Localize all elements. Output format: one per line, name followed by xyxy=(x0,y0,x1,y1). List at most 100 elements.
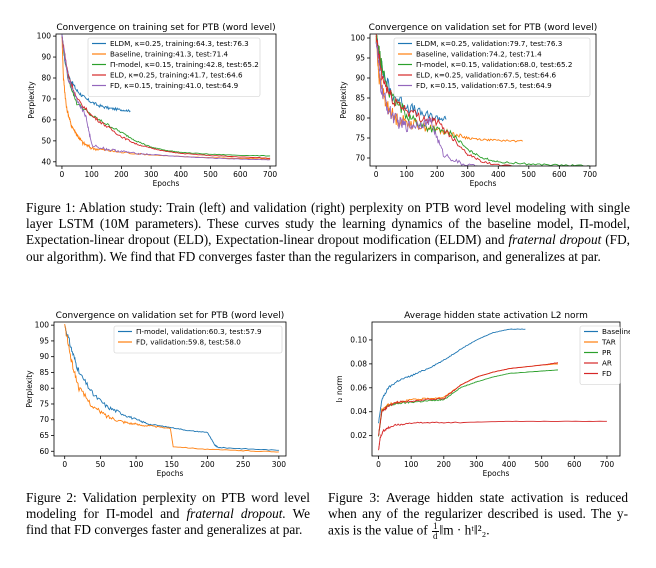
chart-title: Convergence on validation set for PTB (w… xyxy=(56,311,285,321)
x-tick-label: 500 xyxy=(535,460,550,469)
y-tick-label: 0.10 xyxy=(350,335,367,344)
x-tick-label: 0 xyxy=(60,170,65,179)
plot-frame xyxy=(53,321,287,457)
x-tick-label: 700 xyxy=(263,170,278,179)
x-axis-label: Epochs xyxy=(483,469,510,478)
y-axis-label: Perplexity xyxy=(27,81,36,119)
series-line-4 xyxy=(378,420,607,451)
series-line-0 xyxy=(378,328,526,424)
x-tick-label: 100 xyxy=(404,460,419,469)
figure-2-label: Figure 2: xyxy=(26,490,77,505)
x-tick-label: 100 xyxy=(129,460,144,469)
legend-entry: ELDM, κ=0.25, training:64.3, test:76.3 xyxy=(110,39,249,48)
x-tick-label: 150 xyxy=(165,460,180,469)
y-tick-label: 75 xyxy=(355,134,365,143)
y-tick-label: 90 xyxy=(39,352,49,361)
x-tick-label: 300 xyxy=(144,170,159,179)
y-tick-label: 70 xyxy=(355,154,365,163)
y-tick-label: 85 xyxy=(355,94,365,103)
x-axis-label: Epochs xyxy=(157,469,184,478)
legend-entry: ELD, κ=0.25, training:41.7, test:64.6 xyxy=(110,71,243,80)
legend-box xyxy=(393,37,591,97)
x-tick-label: 300 xyxy=(272,460,287,469)
legend-entry: FD, κ=0.15, training:41.0, test:64.9 xyxy=(110,81,239,90)
figure-1-caption-emphasis: fraternal dropout xyxy=(508,232,602,248)
y-tick-label: 70 xyxy=(39,415,49,424)
legend-entry: Baseline, validation:74.2, test:71.4 xyxy=(416,50,542,59)
x-tick-label: 100 xyxy=(399,170,414,179)
x-tick-label: 200 xyxy=(430,170,445,179)
legend-box xyxy=(87,37,261,97)
x-tick-label: 0 xyxy=(376,460,381,469)
y-tick-label: 60 xyxy=(41,115,51,124)
figure-1-caption-text-b: (FD, our algorithm). We find that FD con… xyxy=(26,232,630,264)
figure-2-chart-svg: Convergence on validation set for PTB (w… xyxy=(25,311,287,478)
figure-1-caption-text-a: Ablation study: Train (left) and validat… xyxy=(26,200,630,248)
chart-title: Convergence on training set for PTB (wor… xyxy=(56,23,275,33)
y-tick-label: 60 xyxy=(39,447,49,456)
x-tick-label: 400 xyxy=(502,460,517,469)
x-tick-label: 200 xyxy=(200,460,215,469)
y-tick-label: 100 xyxy=(37,32,52,41)
legend-entry: Π-model, κ=0.15, training:42.8, test:65.… xyxy=(110,60,259,69)
series-line-4 xyxy=(61,34,271,161)
legend-entry: FD xyxy=(602,369,612,378)
validation-chart-svg: Convergence on validation set for PTB (w… xyxy=(339,23,598,188)
figure-2-chart: Convergence on validation set for PTB (w… xyxy=(24,308,294,485)
plot-frame xyxy=(369,33,597,167)
y-tick-label: 0.04 xyxy=(350,407,367,416)
y-tick-label: 75 xyxy=(39,399,49,408)
x-tick-label: 400 xyxy=(491,170,506,179)
y-tick-label: 80 xyxy=(41,74,51,83)
legend-entry: PR xyxy=(602,348,611,357)
x-tick-label: 400 xyxy=(174,170,189,179)
figure-3-formula: ‖m · hᵗ‖²₂. xyxy=(439,522,490,538)
x-tick-label: 0 xyxy=(62,460,67,469)
train-chart-svg: Convergence on training set for PTB (wor… xyxy=(27,23,278,188)
legend-entry: ELD, κ=0.25, validation:67.5, test:64.6 xyxy=(416,71,557,80)
fraction-numerator: 1 xyxy=(432,521,439,533)
figure-1-train-chart: Convergence on training set for PTB (wor… xyxy=(26,20,286,195)
plot-frame xyxy=(371,321,621,457)
legend-entry: FD, validation:59.8, test:58.0 xyxy=(136,338,241,347)
figure-3-caption: Figure 3: Average hidden state activatio… xyxy=(328,490,628,541)
y-axis-label: l₂ norm xyxy=(335,375,344,402)
figure-1-label: Figure 1: xyxy=(26,200,76,215)
figure-1-caption: Figure 1: Ablation study: Train (left) a… xyxy=(26,200,630,265)
figure-2-caption-text-b: We find that FD converges faster and gen… xyxy=(26,506,311,538)
x-tick-label: 250 xyxy=(236,460,251,469)
figure-2-caption: Figure 2: Validation perplexity on PTB w… xyxy=(26,490,310,539)
x-tick-label: 600 xyxy=(552,170,567,179)
series-line-2 xyxy=(61,36,271,157)
y-tick-label: 50 xyxy=(41,136,51,145)
y-axis-label: Perplexity xyxy=(339,81,348,119)
x-tick-label: 600 xyxy=(567,460,582,469)
plot-frame xyxy=(55,33,277,167)
legend-box xyxy=(113,325,283,354)
legend-box xyxy=(579,325,621,385)
x-tick-label: 50 xyxy=(96,460,106,469)
y-tick-label: 80 xyxy=(39,384,49,393)
x-tick-label: 700 xyxy=(583,170,598,179)
y-tick-label: 80 xyxy=(355,114,365,123)
x-axis-label: Epochs xyxy=(153,179,180,188)
y-tick-label: 0.06 xyxy=(350,383,367,392)
x-tick-label: 500 xyxy=(203,170,218,179)
x-tick-label: 100 xyxy=(85,170,100,179)
y-tick-label: 0.02 xyxy=(350,431,367,440)
series-line-3 xyxy=(375,34,532,166)
y-tick-label: 95 xyxy=(39,336,49,345)
y-tick-label: 90 xyxy=(41,53,51,62)
y-tick-label: 0.08 xyxy=(350,359,367,368)
x-tick-label: 300 xyxy=(461,170,476,179)
figure-3-caption-text-a: Average hidden state activation is reduc… xyxy=(328,490,628,538)
y-tick-label: 90 xyxy=(355,74,365,83)
y-tick-label: 100 xyxy=(351,34,366,43)
series-line-1 xyxy=(64,323,279,453)
chart-title: Convergence on validation set for PTB (w… xyxy=(369,23,598,33)
figure-3-chart: Average hidden state activation L2 norm 0… xyxy=(330,308,633,485)
x-tick-label: 700 xyxy=(600,460,615,469)
x-tick-label: 200 xyxy=(114,170,129,179)
figure-1-validation-chart: Convergence on validation set for PTB (w… xyxy=(338,20,606,195)
